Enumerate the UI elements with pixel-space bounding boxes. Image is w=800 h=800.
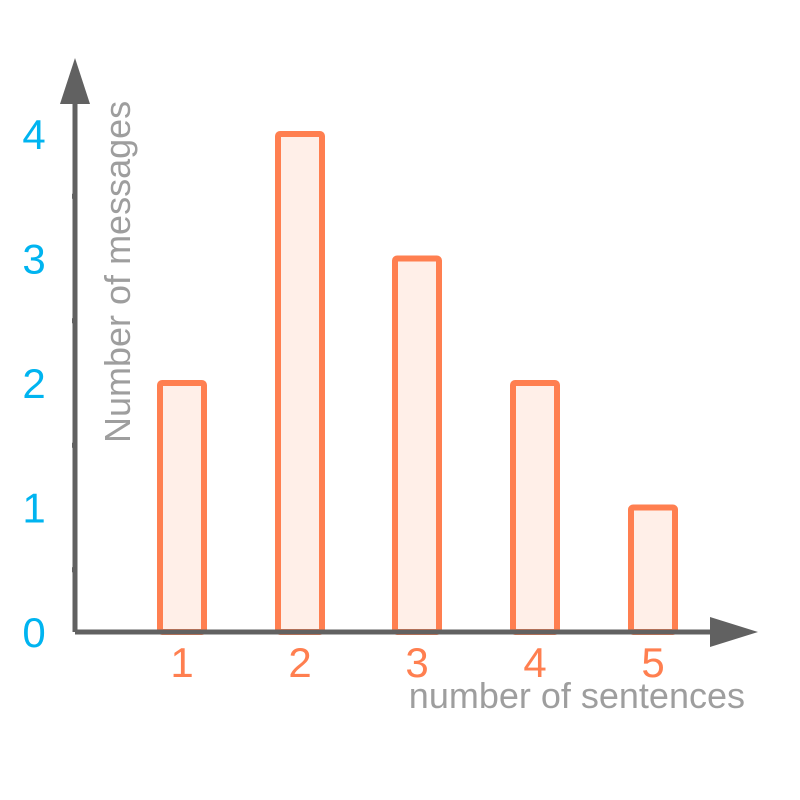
bar-5 <box>628 504 678 635</box>
x-tick-label: 4 <box>523 639 546 686</box>
x-tick-label: 1 <box>170 639 193 686</box>
y-tick-label: 1 <box>22 485 45 532</box>
y-tick-labels: 0 1 2 3 4 <box>22 111 45 656</box>
axes-group <box>60 58 758 647</box>
bar-3 <box>392 255 442 635</box>
x-tick-label: 3 <box>405 639 428 686</box>
y-tick-label: 4 <box>22 111 45 158</box>
x-tick-label: 2 <box>288 639 311 686</box>
x-tick-label: 5 <box>641 639 664 686</box>
bar-4 <box>510 380 560 635</box>
bars-group <box>157 131 678 635</box>
x-tick-labels: 1 2 3 4 5 <box>170 639 664 686</box>
bar-2 <box>275 131 325 635</box>
y-tick-label: 2 <box>22 360 45 407</box>
y-tick-label: 0 <box>22 609 45 656</box>
y-axis-arrow-icon <box>60 58 90 104</box>
x-axis-title: number of sentences <box>409 675 745 716</box>
bar-1 <box>157 380 207 635</box>
x-axis-arrow-icon <box>710 617 758 647</box>
y-minor-ticks <box>72 193 75 573</box>
y-axis-title: Number of messages <box>97 101 138 443</box>
y-tick-label: 3 <box>22 236 45 283</box>
